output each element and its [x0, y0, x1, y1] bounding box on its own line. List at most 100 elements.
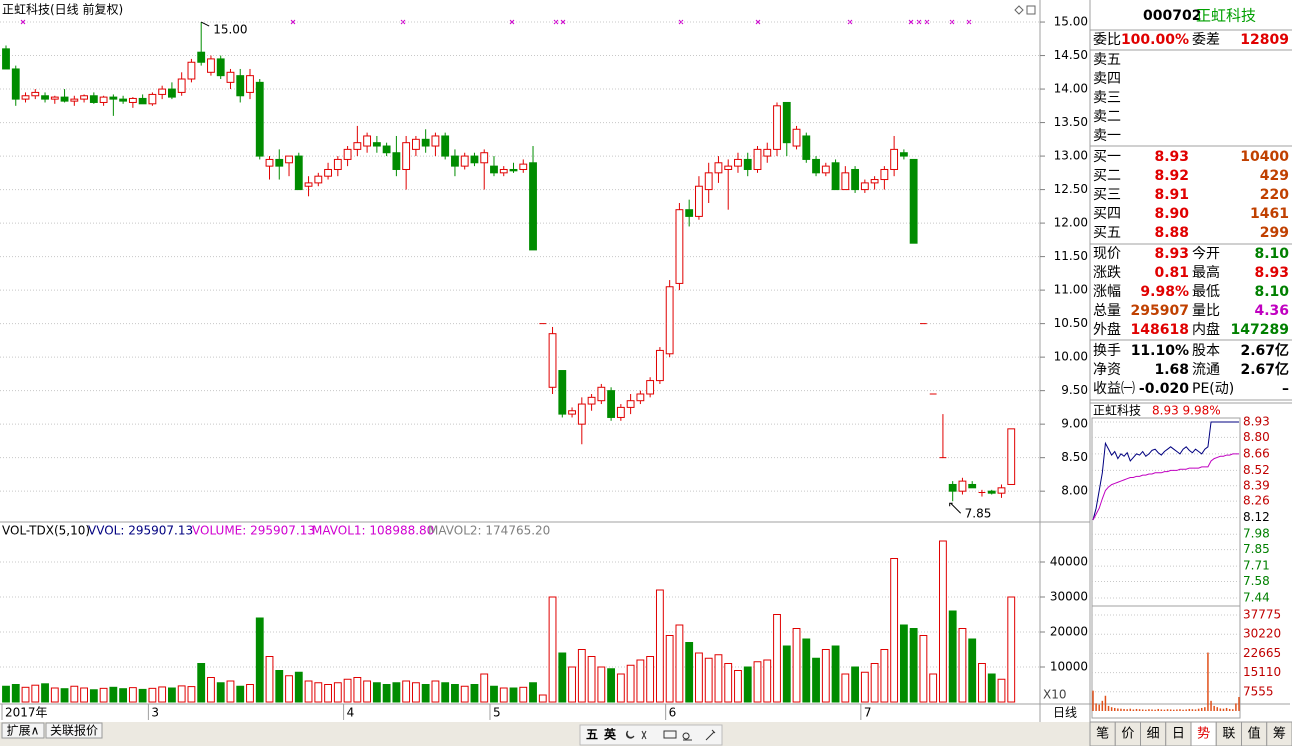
- volume-bar: [41, 683, 49, 703]
- volume-bar: [255, 617, 264, 703]
- volume-bar: [743, 666, 752, 703]
- intraday-volume-bar: [1160, 709, 1163, 711]
- volume-bar: [343, 678, 352, 703]
- bid-volume: 299: [1260, 225, 1289, 241]
- quote-value: 11.10%: [1131, 343, 1189, 359]
- volume-bar: [919, 635, 928, 703]
- info-marker[interactable]: [560, 19, 566, 25]
- candle-body: [431, 135, 440, 147]
- bid-volume: 10400: [1240, 149, 1289, 165]
- candle-body: [177, 78, 186, 93]
- candle-body: [402, 142, 411, 170]
- volume-bar: [568, 666, 576, 703]
- side-tab-label[interactable]: 笔: [1096, 726, 1109, 742]
- volume-bar: [138, 688, 147, 703]
- y-tick-label: 30000: [1050, 590, 1088, 604]
- intraday-line: [1092, 421, 1239, 521]
- quote-value: 8.93: [1154, 246, 1189, 262]
- candle-body: [382, 145, 391, 154]
- volume-bar: [246, 684, 254, 703]
- side-tab[interactable]: [1241, 721, 1268, 746]
- candle-body: [411, 138, 420, 150]
- intraday-volume-bar: [1182, 709, 1184, 711]
- toolbar-button[interactable]: 英: [604, 727, 617, 742]
- bid-price: 8.92: [1154, 168, 1189, 184]
- quote-label: 外盘: [1093, 321, 1121, 338]
- volume-bar: [626, 664, 635, 703]
- y-tick-label: 8.66: [1243, 446, 1270, 460]
- quote-value: -0.020: [1139, 381, 1189, 397]
- side-tab-label[interactable]: 势: [1197, 726, 1210, 742]
- info-marker[interactable]: [908, 19, 914, 25]
- volume-bar: [333, 682, 342, 703]
- intraday-volume-bar: [1225, 707, 1228, 711]
- candle-body: [704, 172, 713, 191]
- chart-title: 正虹科技(日线 前复权): [2, 2, 123, 17]
- annotation: 7.85: [965, 507, 992, 521]
- y-tick-label: 7.85: [1243, 542, 1270, 556]
- bottom-tab[interactable]: [1, 722, 45, 739]
- candle-body: [743, 158, 752, 170]
- side-tab-label[interactable]: 联: [1222, 727, 1235, 742]
- bid-volume: 429: [1260, 168, 1289, 184]
- x-tick-label: 4: [347, 706, 355, 720]
- side-tab[interactable]: [1215, 721, 1242, 746]
- intraday-volume-bar: [1179, 709, 1181, 711]
- candle-body: [851, 168, 860, 191]
- volume-bar: [411, 682, 420, 703]
- volume-bar: [177, 685, 186, 703]
- volume-bar: [31, 684, 40, 703]
- candle-body: [392, 152, 401, 170]
- candle-body: [763, 148, 772, 157]
- side-tab[interactable]: [1190, 721, 1217, 746]
- info-marker[interactable]: [290, 19, 296, 25]
- info-marker[interactable]: [20, 19, 26, 25]
- candle-body: [587, 396, 596, 405]
- bottom-tab[interactable]: [45, 722, 103, 739]
- quote-value: 8.10: [1254, 246, 1289, 262]
- quote-value: 0.81: [1154, 265, 1189, 281]
- candle-body: [255, 81, 264, 157]
- quote-label: 内盘: [1192, 321, 1220, 338]
- ask-label: 卖一: [1093, 128, 1121, 144]
- volume-bar: [70, 685, 79, 703]
- candle-body: [695, 185, 703, 217]
- quote-label: PE(动): [1192, 381, 1234, 397]
- candle-body: [890, 148, 899, 170]
- side-tab-label[interactable]: 价: [1121, 727, 1134, 742]
- quote-value: 4.36: [1254, 303, 1289, 319]
- bid-label: 买五: [1093, 225, 1121, 241]
- side-tab-label[interactable]: 筹: [1273, 726, 1286, 742]
- toolbar[interactable]: [579, 724, 723, 746]
- quote-value: 2.67亿: [1240, 342, 1289, 359]
- candle-body: [958, 480, 967, 492]
- side-tab-label[interactable]: 值: [1248, 726, 1261, 742]
- toolbar-icons[interactable]: [625, 729, 716, 741]
- side-tab[interactable]: [1114, 721, 1141, 746]
- volume-bar: [460, 685, 469, 703]
- volume-bar: [431, 680, 440, 703]
- side-tab[interactable]: [1266, 721, 1292, 746]
- quote-value: 148618: [1131, 322, 1189, 338]
- bottom-tab-label[interactable]: 扩展∧: [7, 724, 40, 738]
- bottom-tab-label[interactable]: 关联报价: [50, 723, 98, 738]
- intraday-volume-bar: [1200, 707, 1203, 711]
- y-tick-label: 22665: [1243, 646, 1281, 660]
- y-tick-label: 8.12: [1243, 510, 1270, 524]
- candle-body: [207, 58, 215, 73]
- candle-body: [841, 172, 850, 191]
- info-marker[interactable]: [509, 19, 515, 25]
- side-tab-label[interactable]: 细: [1147, 727, 1160, 742]
- candle-body: [41, 95, 49, 100]
- volume-bar: [60, 688, 69, 703]
- candle-body: [275, 158, 284, 167]
- top-icons[interactable]: [1014, 5, 1036, 15]
- info-marker[interactable]: [755, 19, 761, 25]
- side-tab-label[interactable]: 日: [1172, 727, 1185, 742]
- y-tick-label: 11.50: [1054, 249, 1088, 263]
- quote-label: 委比: [1093, 32, 1121, 48]
- y-tick-label: 9.00: [1061, 417, 1088, 431]
- intraday-volume-bar: [1194, 709, 1197, 711]
- bid-label: 买三: [1093, 187, 1121, 203]
- toolbar-button[interactable]: 五: [586, 728, 598, 742]
